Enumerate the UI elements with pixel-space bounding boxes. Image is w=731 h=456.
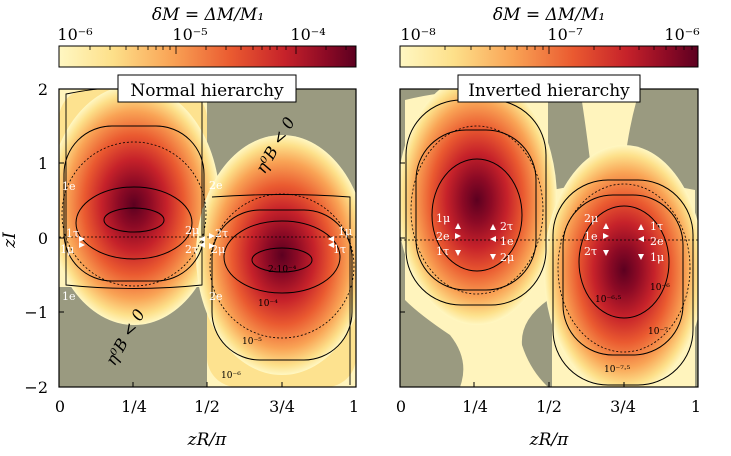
x-tick-label: 1 (349, 397, 359, 416)
marker-point (199, 242, 205, 248)
colorbar-left-tick-label: 10⁻⁵ (172, 25, 207, 44)
marker-label: 2μ (584, 212, 598, 225)
x-tick-label: 1/2 (194, 397, 220, 416)
colorbar-left-tick-label: 10⁻⁴ (290, 25, 325, 44)
contour-label: 2·10⁻⁴ (268, 265, 297, 275)
marker-point (490, 224, 496, 230)
panel-right-title: Inverted hierarchy (468, 81, 630, 101)
colorbar-left-ticks (89, 46, 347, 54)
marker-point (603, 250, 609, 256)
marker-label: 2μ (185, 224, 199, 237)
x-tick-label: 0 (55, 397, 65, 416)
panel-right-title-box: Inverted hierarchy (457, 74, 641, 103)
x-axis-right (399, 88, 699, 388)
y-tick-label: −2 (24, 378, 48, 397)
marker-point (328, 236, 334, 242)
marker-label: 1μ (338, 225, 352, 238)
marker-point (209, 233, 215, 239)
marker-point (603, 223, 609, 229)
marker-label: 2τ (185, 243, 198, 256)
y-tick-label: 2 (38, 80, 48, 99)
marker-label: 2τ (584, 245, 597, 258)
panel-left-title: Normal hierarchy (130, 81, 284, 101)
contour-label: 10⁻⁶·⁵ (595, 295, 622, 305)
marker-point (455, 250, 461, 256)
marker-label: 1e (584, 230, 598, 243)
heatmap-lobe (59, 89, 220, 325)
y-tick-label: 1 (38, 154, 48, 173)
heatmap-lobe (400, 89, 557, 325)
marker-label: 2e (209, 290, 223, 303)
marker-label: 1μ (436, 212, 450, 225)
x-tick-label: 1/4 (121, 397, 147, 416)
y-axis-left (59, 88, 64, 388)
contour-label: 10⁻⁶ (650, 283, 670, 293)
marker-label: 2τ (215, 227, 228, 240)
x-tick-label: 1/2 (536, 397, 562, 416)
y-tick-label: 0 (38, 229, 48, 248)
marker-point (638, 236, 644, 242)
heatmap-normal-hierarchy (59, 89, 356, 387)
marker-label: 1e (500, 235, 514, 248)
marker-label: 2e (650, 235, 664, 248)
marker-point (79, 236, 85, 242)
marker-point (455, 223, 461, 229)
x-axis-label-left: zR/π (187, 430, 227, 450)
marker-point (209, 243, 215, 249)
panel-left-title-box: Normal hierarchy (117, 74, 297, 103)
marker-point (638, 254, 644, 260)
x-tick-label: 0 (396, 397, 406, 416)
contour-label: 10⁻⁴ (258, 299, 278, 309)
marker-point (490, 254, 496, 260)
contour-label: 10⁻⁵ (242, 337, 262, 347)
heatmap-inverted-hierarchy (400, 89, 698, 387)
colorbar-right-ticks (444, 46, 693, 54)
x-axis-label-right: zR/π (529, 430, 569, 450)
x-tick-label: 1 (691, 397, 701, 416)
marker-label: 1τ (333, 243, 346, 256)
colorbar-left-tick-label: 10⁻⁶ (57, 25, 92, 44)
y-tick-label: −1 (24, 303, 48, 322)
marker-label: 1μ (60, 243, 74, 256)
x-tick-label: 1/4 (462, 397, 488, 416)
colorbar-left (58, 45, 357, 68)
x-tick-label: 3/4 (610, 397, 636, 416)
marker-label: 1μ (650, 251, 664, 264)
colorbar-left-title: δM = ΔM/M₁ (152, 5, 264, 25)
x-tick-label: 3/4 (269, 397, 295, 416)
colorbar-right-tick-label: 10⁻⁶ (664, 25, 699, 44)
marker-label: 1τ (66, 227, 79, 240)
colorbar-right-tick-label: 10⁻⁸ (400, 25, 435, 44)
colorbar-right-tick-label: 10⁻⁷ (547, 25, 582, 44)
marker-point (603, 233, 609, 239)
marker-label: 1e (62, 180, 76, 193)
contour-label: 10⁻⁷·⁵ (604, 365, 631, 375)
marker-point (490, 236, 496, 242)
contour-label: 10⁻⁶ (221, 371, 241, 381)
marker-label: 1τ (436, 245, 449, 258)
marker-label: 2μ (500, 251, 514, 264)
marker-point (79, 242, 85, 248)
marker-point (199, 236, 205, 242)
x-axis-left (58, 382, 357, 387)
marker-point (638, 224, 644, 230)
y-axis-label: zI (0, 232, 20, 249)
heatmap-lobe (544, 145, 698, 387)
contour-label: 10⁻⁷ (648, 327, 668, 337)
colorbar-right-title: δM = ΔM/M₁ (493, 5, 605, 25)
marker-label: 2e (209, 179, 223, 192)
marker-label: 1e (62, 290, 76, 303)
marker-label: 2τ (500, 220, 513, 233)
marker-label: 2e (436, 230, 450, 243)
marker-label: 1τ (650, 220, 663, 233)
marker-point (328, 242, 334, 248)
marker-point (455, 233, 461, 239)
marker-label: 2μ (211, 243, 225, 256)
